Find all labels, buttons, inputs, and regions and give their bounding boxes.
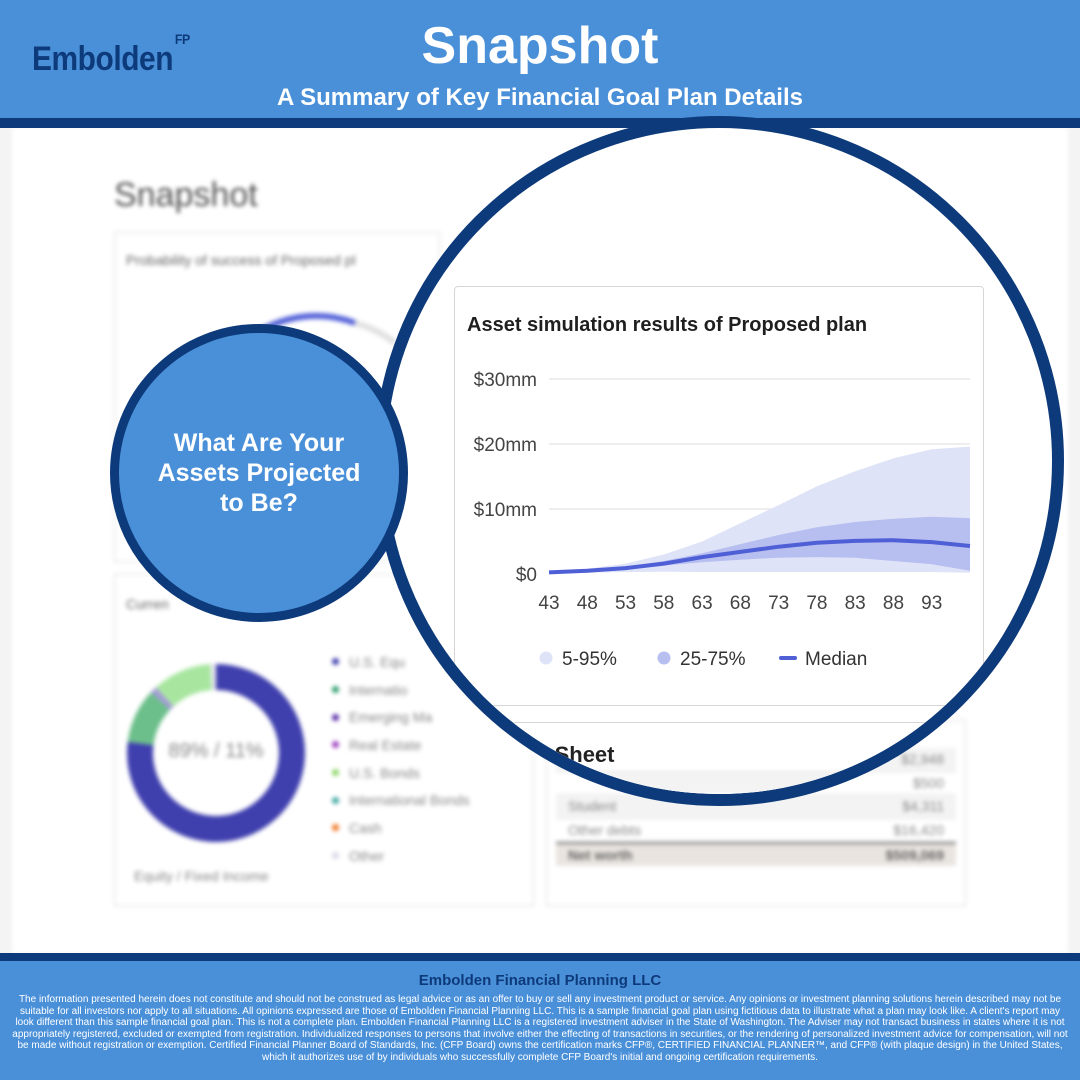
magnifier-lens: Asset simulation results of Proposed pla…: [374, 116, 1064, 806]
legend-label: U.S. Bonds: [349, 764, 420, 781]
callout-text: What Are Your Assets Projected to Be?: [157, 429, 361, 517]
balance-row: Student $4,311: [556, 795, 956, 819]
legend-item: Other: [332, 842, 470, 870]
legend-item: Cash: [332, 814, 470, 842]
y-tick-label: $10mm: [474, 500, 537, 521]
series-line-median: [548, 538, 971, 575]
x-tick-label: 73: [768, 593, 789, 614]
chart-title: Asset simulation results of Proposed pla…: [467, 314, 867, 336]
donut-segment: [155, 664, 213, 707]
y-tick-label: $20mm: [474, 435, 537, 456]
balance-row-value: $2,948: [901, 773, 944, 789]
y-tick-label: $30mm: [474, 370, 537, 391]
legend-marker-icon: [539, 651, 553, 665]
balance-row-label: Net worth: [568, 847, 633, 863]
asset-simulation-chart: Asset simulation results of Proposed pla…: [467, 314, 971, 670]
legend-label: U.S. Equ: [349, 653, 406, 670]
legend-dot-icon: [332, 769, 339, 777]
series-band-25-75-: [549, 516, 970, 573]
legend-item: Internatio: [332, 676, 470, 704]
legend-item: Emerging Ma: [332, 703, 470, 731]
legend-label: Real Estate: [349, 736, 422, 753]
legend-label: International Bonds: [349, 792, 470, 809]
balance-row-label: Student: [568, 798, 617, 814]
page-title: Snapshot: [421, 17, 659, 75]
legend-label: Cash: [349, 819, 382, 836]
callout-bubble: What Are Your Assets Projected to Be?: [110, 324, 408, 622]
legend-marker-icon: [657, 651, 671, 665]
report-title: Snapshot: [114, 176, 258, 214]
x-tick-label: 83: [845, 593, 866, 614]
legend-item: International Bonds: [332, 786, 470, 814]
company-logo: EmboldenFP: [32, 30, 190, 78]
probability-card-title: Probability of success of Proposed pl: [126, 252, 356, 268]
x-tick-label: 53: [615, 593, 636, 614]
donut-segment: [127, 692, 171, 746]
legend-label: Other: [349, 847, 385, 864]
footer-disclaimer: The information presented herein does no…: [12, 994, 1068, 1063]
footer: Embolden Financial Planning LLC The info…: [0, 961, 1080, 1080]
legend-label: 25-75%: [680, 649, 746, 670]
legend-item: U.S. Equ: [332, 648, 470, 676]
legend-dot-icon: [332, 686, 339, 694]
allocation-card-title: Curren: [126, 596, 169, 612]
legend-marker-icon: [779, 656, 797, 660]
legend-dot-icon: [332, 658, 339, 666]
x-tick-label: 63: [692, 593, 713, 614]
balance-total-row: Net worth $509,069: [556, 842, 956, 866]
footer-divider: [0, 953, 1080, 961]
header-divider: [0, 118, 1080, 128]
x-tick-label: 78: [806, 593, 827, 614]
donut-center-label: 89% / 11%: [168, 740, 264, 762]
legend-item: Real Estate: [332, 731, 470, 759]
header-banner: EmboldenFP Snapshot A Summary of Key Fin…: [0, 0, 1080, 118]
balance-row-value: $509,069: [885, 847, 944, 863]
page-subtitle: A Summary of Key Financial Goal Plan Det…: [277, 84, 803, 111]
x-tick-label: 68: [730, 593, 751, 614]
balance-row-magnified: $500: [556, 793, 956, 794]
donut-caption: Equity / Fixed Income: [134, 868, 269, 884]
x-tick-label: 48: [577, 593, 598, 614]
legend-dot-icon: [332, 824, 339, 832]
donut-segment: [127, 664, 305, 842]
y-tick-label: $0: [516, 565, 537, 586]
x-tick-label: 58: [653, 593, 674, 614]
legend-dot-icon: [332, 741, 339, 749]
balance-sheet-title: ce Sheet: [524, 742, 615, 767]
x-tick-label: 43: [538, 593, 559, 614]
legend-label: Median: [805, 649, 867, 670]
legend-dot-icon: [332, 796, 339, 804]
x-tick-label: 88: [883, 593, 904, 614]
balance-row: Other debts $16,420: [556, 819, 956, 842]
legend-dot-icon: [332, 852, 339, 860]
balance-row-label: Other debts: [568, 821, 642, 838]
legend-dot-icon: [332, 713, 339, 721]
legend-label: Internatio: [349, 681, 408, 698]
x-tick-label: 93: [921, 593, 942, 614]
donut-segment: [151, 687, 174, 710]
legend-item: U.S. Bonds: [332, 759, 470, 787]
footer-company-name: Embolden Financial Planning LLC: [418, 972, 662, 989]
allocation-legend: U.S. Equ Internatio Emerging Ma Real Estate…: [332, 648, 470, 870]
legend-label: Emerging Ma: [349, 709, 433, 726]
balance-row-value: $4,311: [902, 798, 944, 814]
balance-row-value: $16,420: [893, 821, 944, 838]
allocation-donut: [127, 664, 305, 842]
legend-label: 5-95%: [562, 649, 617, 670]
balance-row-magnified: $2,948: [556, 770, 956, 793]
